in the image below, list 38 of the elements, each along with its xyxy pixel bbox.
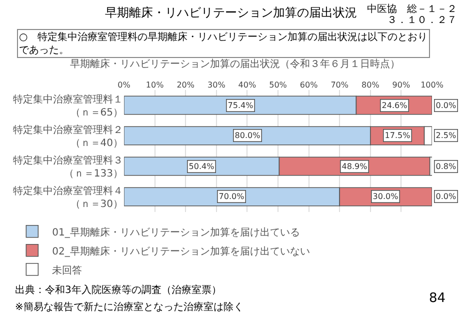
data-label: 75.4%: [228, 100, 254, 110]
x-tick-label: 60%: [300, 80, 318, 90]
source-note: 出典：令和3年入院医療等の調査（治療室票）: [15, 284, 222, 296]
x-tick-label: 50%: [269, 80, 288, 90]
legend-label: 01_早期離床・リハビリテーション加算を届け出ている: [52, 226, 300, 238]
y-tick-label: 特定集中治療室管理料３（ｎ＝133）: [13, 154, 123, 180]
x-tick-label: 20%: [176, 80, 195, 90]
legend-label: 02_早期離床・リハビリテーション加算を届け出ていない: [52, 245, 310, 258]
data-label: 2.5%: [436, 130, 457, 140]
x-tick-label: 70%: [330, 80, 349, 90]
chart-title: 早期離床・リハビリテーション加算の届出状況: [105, 5, 357, 20]
data-label: 30.0%: [372, 192, 399, 201]
data-label: 70.0%: [218, 192, 245, 201]
x-tick-label: 30%: [208, 80, 226, 90]
data-label: 24.6%: [382, 100, 408, 110]
x-tick-label: 10%: [146, 80, 164, 90]
y-tick-label: 特定集中治療室管理料２（ｎ＝40）: [13, 124, 123, 149]
data-label: 0.8%: [436, 162, 457, 171]
y-tick-label: 特定集中治療室管理料４（ｎ＝30）: [13, 184, 123, 210]
text: ３．１０．２７: [387, 15, 457, 26]
text: 早期離床・リハビリテーション加算の届出状況（令和３年６月１日時点）: [70, 58, 400, 70]
y-tick-label: 特定集中治療室管理料１（ｎ＝65）: [13, 93, 123, 118]
legend-label: 未回答: [52, 264, 82, 276]
text: 84: [429, 291, 446, 306]
x-tick-label: 90%: [392, 80, 410, 90]
data-label: 0.0%: [436, 100, 457, 110]
data-label: 48.9%: [342, 162, 368, 171]
chart-subtitle: ○ 特定集中治療室管理料の早期離床・リハビリテーション加算の届出状況は以下のとおりであった。: [19, 31, 428, 56]
data-label: 17.5%: [384, 130, 411, 140]
x-tick-label: 0%: [118, 80, 131, 90]
x-tick-label: 80%: [362, 80, 380, 90]
data-label: 80.0%: [234, 130, 261, 140]
text: 中医協 総－１－２: [367, 3, 457, 15]
x-tick-label: 100%: [420, 80, 444, 90]
data-label: 50.4%: [188, 162, 215, 171]
data-label: 0.0%: [436, 192, 457, 201]
x-tick-label: 40%: [238, 80, 256, 90]
text: ※簡易な報告で新たに治療室となった治療室は除く: [15, 301, 244, 313]
